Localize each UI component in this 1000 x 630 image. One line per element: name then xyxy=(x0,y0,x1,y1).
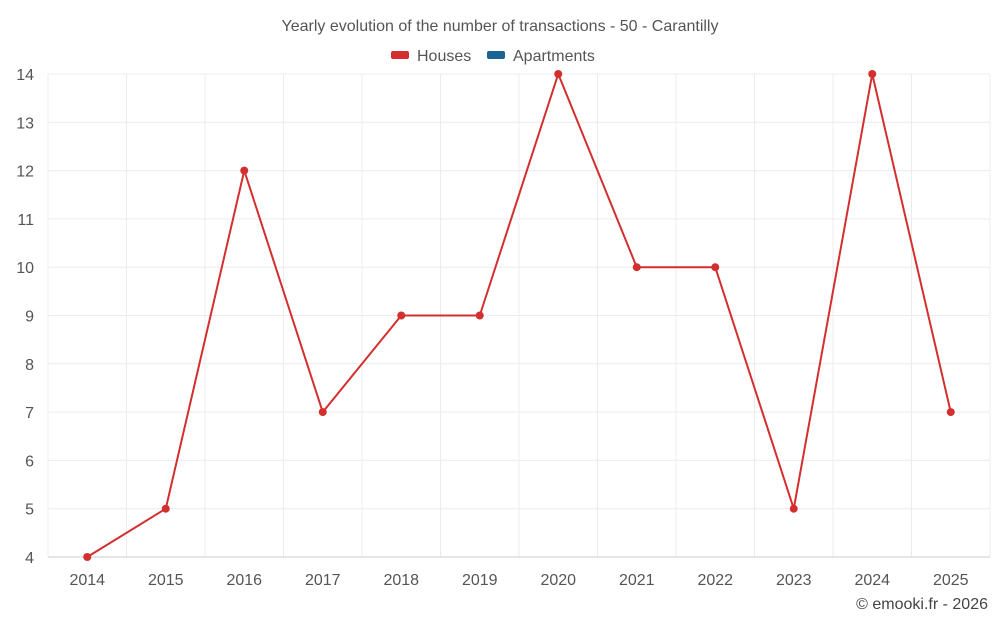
y-tick-label: 6 xyxy=(25,453,34,470)
x-tick-label: 2025 xyxy=(933,572,969,589)
series-layer xyxy=(83,70,955,561)
data-point-houses[interactable] xyxy=(475,311,484,320)
legend-item-apartments[interactable]: Apartments xyxy=(487,48,595,65)
data-point-houses[interactable] xyxy=(240,166,249,175)
data-point-houses[interactable] xyxy=(868,70,877,78)
x-tick-label: 2024 xyxy=(854,572,890,589)
y-tick-label: 10 xyxy=(16,260,34,277)
legend: Houses Apartments xyxy=(391,48,595,65)
y-tick-label: 4 xyxy=(25,550,34,567)
x-tick-label: 2017 xyxy=(305,572,341,589)
legend-swatch-houses xyxy=(391,51,409,59)
legend-label-houses: Houses xyxy=(417,48,471,65)
data-point-houses[interactable] xyxy=(632,263,641,272)
data-point-houses[interactable] xyxy=(318,408,327,417)
x-tick-label: 2022 xyxy=(697,572,733,589)
data-point-houses[interactable] xyxy=(161,504,170,513)
x-tick-label: 2016 xyxy=(226,572,262,589)
x-tick-label: 2023 xyxy=(776,572,812,589)
x-tick-label: 2014 xyxy=(69,572,105,589)
data-point-houses[interactable] xyxy=(789,504,798,513)
data-point-houses[interactable] xyxy=(83,553,92,561)
x-axis-ticks: 2014 2015 2016 2017 2018 2019 2020 2021 2022 2023… xyxy=(69,572,968,589)
data-point-houses[interactable] xyxy=(946,408,955,417)
y-tick-label: 8 xyxy=(25,357,34,374)
x-tick-label: 2021 xyxy=(619,572,655,589)
y-tick-label: 13 xyxy=(16,115,34,132)
credit-text: © emooki.fr - 2026 xyxy=(856,596,988,613)
data-point-houses[interactable] xyxy=(554,70,563,78)
y-tick-label: 11 xyxy=(17,212,34,229)
x-tick-label: 2015 xyxy=(148,572,184,589)
y-tick-label: 9 xyxy=(25,309,34,326)
x-tick-label: 2018 xyxy=(383,572,419,589)
data-point-houses[interactable] xyxy=(711,263,720,272)
y-tick-label: 5 xyxy=(25,502,34,519)
legend-label-apartments: Apartments xyxy=(513,48,595,65)
y-tick-label: 7 xyxy=(25,405,34,422)
x-tick-label: 2020 xyxy=(540,572,576,589)
y-axis-ticks: 4 5 6 7 8 9 10 11 12 13 14 xyxy=(16,67,34,567)
legend-swatch-apartments xyxy=(487,51,505,59)
y-tick-label: 14 xyxy=(16,67,34,84)
legend-item-houses[interactable]: Houses xyxy=(391,48,471,65)
y-tick-label: 12 xyxy=(16,164,34,181)
chart-title: Yearly evolution of the number of transa… xyxy=(282,18,719,35)
data-point-houses[interactable] xyxy=(397,311,406,320)
series-line-houses xyxy=(86,73,952,558)
x-tick-label: 2019 xyxy=(462,572,498,589)
